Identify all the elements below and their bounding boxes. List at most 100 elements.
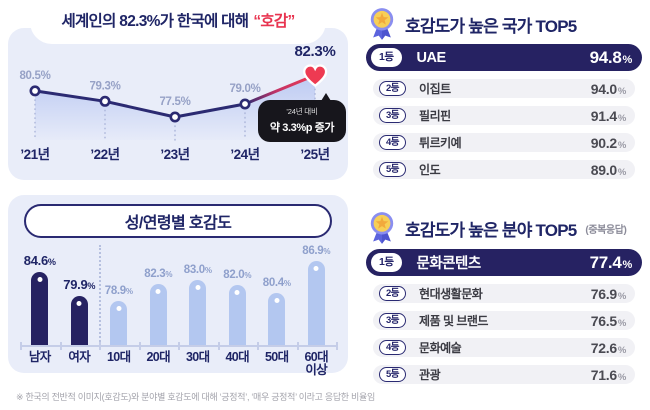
rank-value: 77.4% — [589, 252, 633, 272]
bar-value-label: 82.3% — [144, 267, 173, 280]
countries-title: 호감도가 높은 국가 TOP5 — [405, 16, 577, 36]
bar-category-label: 여자 — [68, 350, 91, 364]
bar-slot: 80.4% — [257, 277, 297, 345]
rank-label: 문화예술 — [419, 341, 462, 355]
bar-category-label: 60대 이상 — [304, 350, 329, 378]
axis-tick — [99, 342, 101, 350]
bar-chart: 84.6% 79.9% 78.9% 82.3% 83.0% 82.0% 80.4% 86.9% — [20, 243, 336, 347]
percent-sign: % — [125, 286, 133, 296]
trend-title-highlight: “호감” — [253, 13, 295, 30]
bar-slot: 79.9% — [60, 277, 100, 345]
bar-highlight-dot — [37, 277, 43, 282]
footnote: ※ 한국의 전반적 이미지(호감도)와 분야별 호감도에 대해 ‘긍정적’, ‘… — [16, 392, 375, 402]
axis-tick — [178, 342, 180, 350]
callout-pointer — [321, 93, 331, 101]
bar-category-label: 남자 — [28, 350, 51, 364]
rank-badge: 5등 — [379, 161, 407, 178]
demographics-card: 성/연령별 호감도 84.6% 79.9% 78.9% 82.3% 83.0% 82.0%… — [8, 195, 348, 377]
medal-icon — [370, 8, 394, 40]
rank-label: 튀르키예 — [419, 136, 462, 150]
rank-value: 71.6% — [590, 366, 627, 383]
bar — [268, 293, 286, 345]
axis-tick — [138, 342, 141, 350]
rank-row: 4등 튀르키예 90.2% — [373, 133, 635, 152]
callout-value: 약 3.3%p 증가 — [269, 122, 335, 134]
x-axis-label: ’23년 — [160, 147, 189, 162]
axis-tick — [217, 342, 220, 350]
rank-badge: 5등 — [379, 366, 407, 383]
bar-category-label: 10대 — [106, 350, 131, 364]
trend-title: 세계인의 82.3%가 한국에 대해 “호감” — [30, 0, 326, 44]
rank-value: 91.4% — [590, 107, 627, 124]
bar-value-label: 82.0% — [223, 269, 252, 281]
bar-highlight-dot — [274, 298, 280, 303]
gender-age-divider — [99, 245, 101, 345]
bar-highlight-dot — [234, 290, 240, 295]
demographics-title: 성/연령별 호감도 — [24, 204, 332, 238]
bar — [149, 283, 167, 345]
bar — [189, 280, 207, 345]
medal-icon — [370, 212, 394, 244]
rank-row: 1등 문화콘텐츠 77.4% — [366, 249, 642, 276]
percent-sign: % — [204, 266, 212, 275]
sectors-header: 호감도가 높은 분야 TOP5 (중복응답) — [368, 211, 627, 245]
percent-sign: % — [617, 371, 626, 383]
trend-line-highlight — [243, 73, 317, 106]
rank-badge: 4등 — [379, 134, 407, 151]
point-value-label: 79.0% — [229, 83, 260, 95]
bar-highlight-dot — [313, 265, 319, 271]
countries-rank-list: 1등 UAE 94.8% 2등 이집트 94.0% 3등 필리핀 91.4% 4등 튀르키예 90.2… — [366, 44, 642, 179]
rank-label: 필리핀 — [419, 109, 451, 123]
bar-slot: 84.6% — [20, 253, 60, 345]
rank-badge: 3등 — [379, 107, 407, 124]
percent-sign: % — [617, 344, 626, 356]
bar-value-label: 80.4% — [262, 277, 291, 289]
bar-highlight-dot — [155, 288, 161, 294]
rank-label: 이집트 — [419, 82, 451, 96]
bar — [307, 260, 325, 345]
point-value-label: 82.3% — [294, 43, 335, 60]
data-point — [99, 95, 111, 107]
bar — [31, 272, 49, 345]
axis-tick — [336, 342, 338, 350]
percent-sign: % — [165, 269, 173, 279]
x-axis-label: ’24년 — [230, 147, 259, 162]
countries-header: 호감도가 높은 국가 TOP5 — [368, 7, 577, 41]
rank-label: UAE — [416, 49, 447, 66]
rank-value: 72.6% — [590, 339, 627, 356]
bar-value-label: 78.9% — [104, 284, 133, 297]
sectors-subtitle: (중복응답) — [585, 224, 627, 236]
axis-tick — [20, 342, 22, 350]
data-point — [239, 98, 251, 110]
bar-chart-labels: 남자 여자 10대 20대 30대 40대 50대 60대 이상 — [20, 350, 336, 378]
percent-sign: % — [617, 139, 626, 151]
bar-slot: 78.9% — [99, 284, 139, 345]
bar-highlight-dot — [195, 285, 201, 290]
bar-value-label: 84.6% — [23, 253, 56, 268]
bar-category-label: 40대 — [225, 350, 250, 364]
trend-title-text: 세계인의 82.3%가 한국에 대해 — [61, 13, 249, 30]
heart-icon — [303, 64, 328, 88]
trend-line — [33, 89, 247, 119]
bar-highlight-dot — [116, 305, 122, 311]
trend-card: 80.5% 79.3% 77.5% 79.0% 82.3% ’21년 ’22년 ’23년 ’24… — [8, 28, 348, 180]
rank-value: 90.2% — [590, 134, 627, 151]
bar-category-label: 20대 — [146, 350, 171, 364]
percent-sign: % — [87, 280, 96, 291]
rank-row: 2등 현대생활문화 76.9% — [373, 284, 635, 303]
bar — [110, 300, 128, 345]
bar-slot: 82.0% — [218, 269, 258, 345]
rank-value: 94.0% — [590, 80, 627, 97]
rank-row: 5등 인도 89.0% — [373, 160, 635, 179]
rank-value: 76.9% — [590, 285, 627, 302]
callout-caption: ’24년 대비 — [286, 107, 318, 116]
x-axis-label: ’21년 — [20, 147, 49, 162]
bar-category-label: 30대 — [185, 350, 210, 364]
rank-value: 76.5% — [590, 312, 627, 329]
point-value-label: 79.3% — [89, 80, 120, 92]
percent-sign: % — [617, 85, 626, 97]
bar — [228, 285, 246, 345]
bar-category-label: 50대 — [264, 350, 289, 364]
bar-value-label: 83.0% — [183, 264, 212, 276]
bar-slot: 83.0% — [178, 264, 218, 345]
